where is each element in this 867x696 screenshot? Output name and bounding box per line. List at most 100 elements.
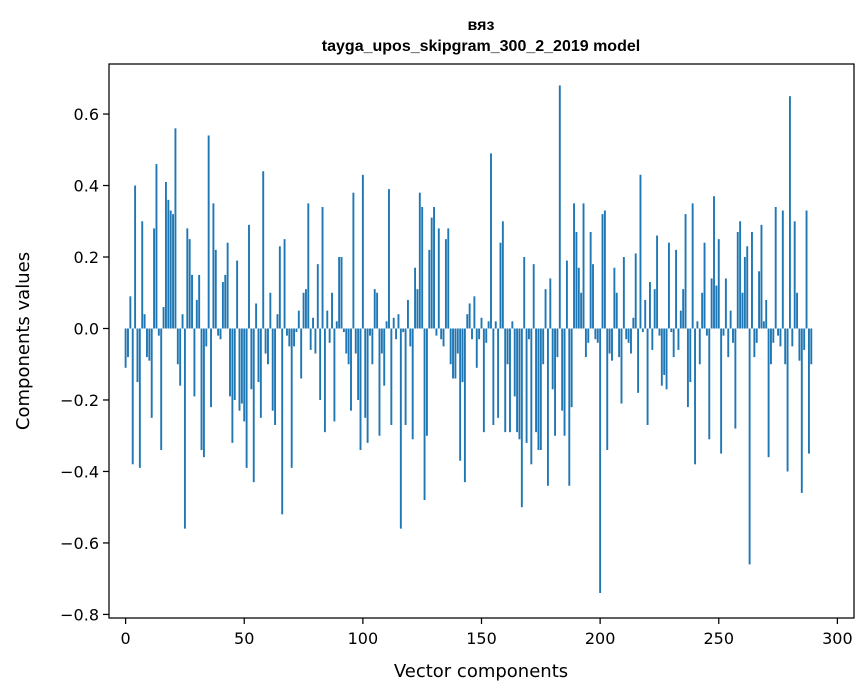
bar [411,328,414,440]
x-tick-label: 50 [234,629,254,648]
bar [724,278,727,329]
bar [290,328,293,468]
bar [713,196,715,329]
bar [601,214,604,329]
bar [207,135,210,329]
bar [727,328,730,358]
bar [679,310,682,329]
bar [397,314,400,329]
bar [587,328,590,343]
bar [570,328,573,408]
bar [556,328,559,358]
bar [378,328,381,436]
bar [127,328,129,358]
bar [440,328,443,340]
bar [656,235,659,329]
bar [589,231,592,329]
bar [492,328,495,425]
x-tick-label: 300 [822,629,853,648]
bar [195,299,198,329]
bar [293,328,296,347]
bar [183,328,186,529]
bar [347,328,350,365]
bar [530,328,533,465]
plot-frame [108,63,855,619]
bar [160,328,163,451]
bar [442,328,445,347]
bar [333,328,336,422]
bar [233,328,236,400]
bar [331,292,333,329]
bar [136,328,139,383]
bar [350,328,352,411]
bar [245,328,248,468]
bar [423,328,426,501]
bar [490,153,492,329]
bar [525,328,528,443]
bar [710,278,713,329]
bar [388,189,390,329]
bar [210,328,212,408]
bar [297,310,300,329]
bar [392,317,395,329]
bar [323,328,326,433]
bar [497,328,500,418]
bar [340,257,343,329]
bar [703,242,706,329]
bar [720,328,723,454]
bar [734,328,737,429]
chart-title: вяз [468,17,495,34]
bar [494,321,497,329]
bar [276,314,279,329]
y-tick-label: 0.2 [74,248,99,267]
bar [717,239,720,329]
bar [620,328,623,404]
bar [267,328,269,365]
bar [575,231,578,329]
bar [599,328,602,593]
bar [672,328,675,358]
y-tick-label: −0.8 [60,605,99,624]
bar [582,203,585,329]
bar [639,174,642,329]
bar [243,328,246,422]
bar [751,231,753,329]
bar [430,217,433,329]
bar [129,296,132,329]
bar [425,328,428,436]
bar [141,221,144,329]
bar [202,328,205,458]
bar [634,253,637,329]
bar [143,314,146,329]
bar [592,264,594,329]
bar [682,289,685,329]
bar [364,328,367,418]
bar [295,328,298,333]
bar [504,328,507,433]
bar [153,228,156,329]
bar [663,328,666,375]
bar [649,282,651,329]
y-axis-ticks: −0.8 −0.6 −0.4 −0.2 0.0 0.2 0.4 0.6 [60,105,109,624]
bar [743,257,746,329]
bar [701,292,704,329]
bar [179,328,182,386]
bar [205,328,208,347]
bar [482,328,485,433]
bar [485,328,488,343]
bar [660,328,663,386]
bar [622,257,625,329]
bar [596,328,599,343]
bar [264,328,267,354]
bar [625,328,628,340]
bar [148,328,151,361]
bar [705,328,708,336]
bar [715,285,718,329]
bar [611,328,613,361]
bar [698,328,701,365]
bar [383,328,386,386]
bar [224,274,227,329]
bar [793,221,796,329]
bar [653,289,656,329]
bar [499,242,502,329]
